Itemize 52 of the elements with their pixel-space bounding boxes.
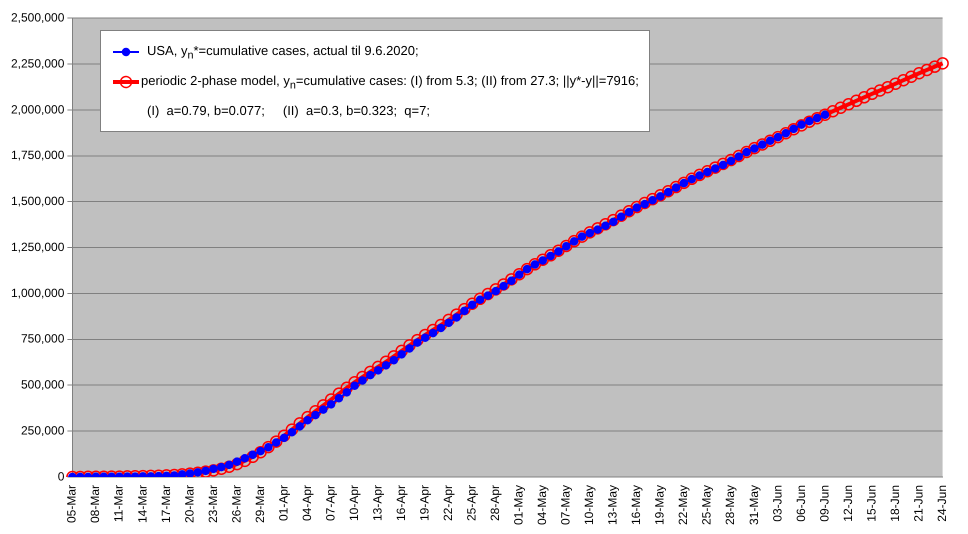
x-tick-label: 06-Jun — [794, 484, 808, 522]
x-tick-label: 10-Apr — [346, 484, 361, 522]
x-tick-label: 20-Mar — [182, 484, 196, 523]
x-tick-label: 25-May — [700, 484, 714, 525]
x-tick-label: 31-May — [746, 484, 761, 525]
x-tick-label: 13-May — [606, 484, 620, 525]
x-tick-label: 01-Apr — [276, 484, 290, 522]
x-tick-label: 22-May — [676, 484, 690, 525]
x-tick-label: 15-Jun — [864, 484, 878, 522]
annotation: (I) a=0.79, b=0.077; (II) a=0.3, b=0.323; q=7; — [146, 102, 431, 120]
legend-label: periodic 2-phase model, y$_{n}$=cumulative cases: (I) from 5.3; (II) from 27.3; ||y*-y||=7916; — [141, 72, 639, 92]
x-tick-label: 09-Jun — [817, 484, 832, 522]
y-tick-label: 0 — [58, 469, 65, 484]
x-tick-label: 04-Apr — [300, 484, 314, 522]
x-tick-label: 28-Apr — [488, 484, 502, 522]
x-tick-label: 03-Jun — [770, 484, 784, 522]
y-tick-label: 1,750,000 — [10, 148, 65, 162]
x-tick-label: 29-Mar — [252, 484, 267, 523]
x-tick-label: 19-May — [652, 484, 667, 525]
y-tick-label: 250,000 — [20, 423, 65, 438]
x-tick-label: 25-Apr — [464, 484, 479, 522]
x-tick-label: 14-Mar — [135, 484, 150, 523]
x-tick-label: 26-Mar — [229, 484, 244, 523]
x-tick-label: 23-Mar — [206, 484, 220, 523]
x-tick-label: 07-Apr — [323, 484, 338, 522]
y-tick-label: 1,250,000 — [10, 240, 65, 254]
x-tick-label: 11-Mar — [112, 484, 126, 522]
y-tick-label: 2,250,000 — [10, 56, 65, 70]
y-tick-label: 2,500,000 — [10, 10, 65, 25]
x-tick-label: 07-May — [558, 484, 573, 525]
x-tick-label: 04-May — [535, 484, 550, 525]
legend-label: USA, y$_{n}$*=cumulative cases, actual til 9.6.2020; — [147, 42, 419, 62]
y-tick-label: 1,500,000 — [10, 194, 65, 208]
x-tick-label: 22-Apr — [441, 484, 456, 522]
x-tick-label: 12-Jun — [840, 484, 855, 522]
x-tick-label: 08-Mar — [88, 484, 102, 523]
x-tick-label: 13-Apr — [370, 484, 384, 522]
x-tick-label: 17-Mar — [158, 484, 173, 523]
x-tick-label: 18-Jun — [888, 484, 902, 522]
y-tick-label: 750,000 — [20, 332, 65, 346]
x-tick-label: 16-Apr — [394, 484, 408, 522]
y-tick-label: 500,000 — [20, 378, 65, 392]
x-tick-label: 01-May — [512, 484, 526, 525]
y-tick-label: 2,000,000 — [10, 102, 65, 116]
x-tick-label: 10-May — [582, 484, 596, 525]
x-tick-label: 16-May — [629, 484, 644, 525]
x-tick-label: 05-Mar — [64, 484, 79, 523]
x-tick-label: 21-Jun — [911, 484, 926, 522]
x-tick-label: 24-Jun — [934, 484, 949, 522]
x-tick-label: 19-Apr — [417, 484, 432, 522]
y-tick-label: 1,000,000 — [10, 286, 65, 300]
x-tick-label: 28-May — [723, 484, 738, 525]
